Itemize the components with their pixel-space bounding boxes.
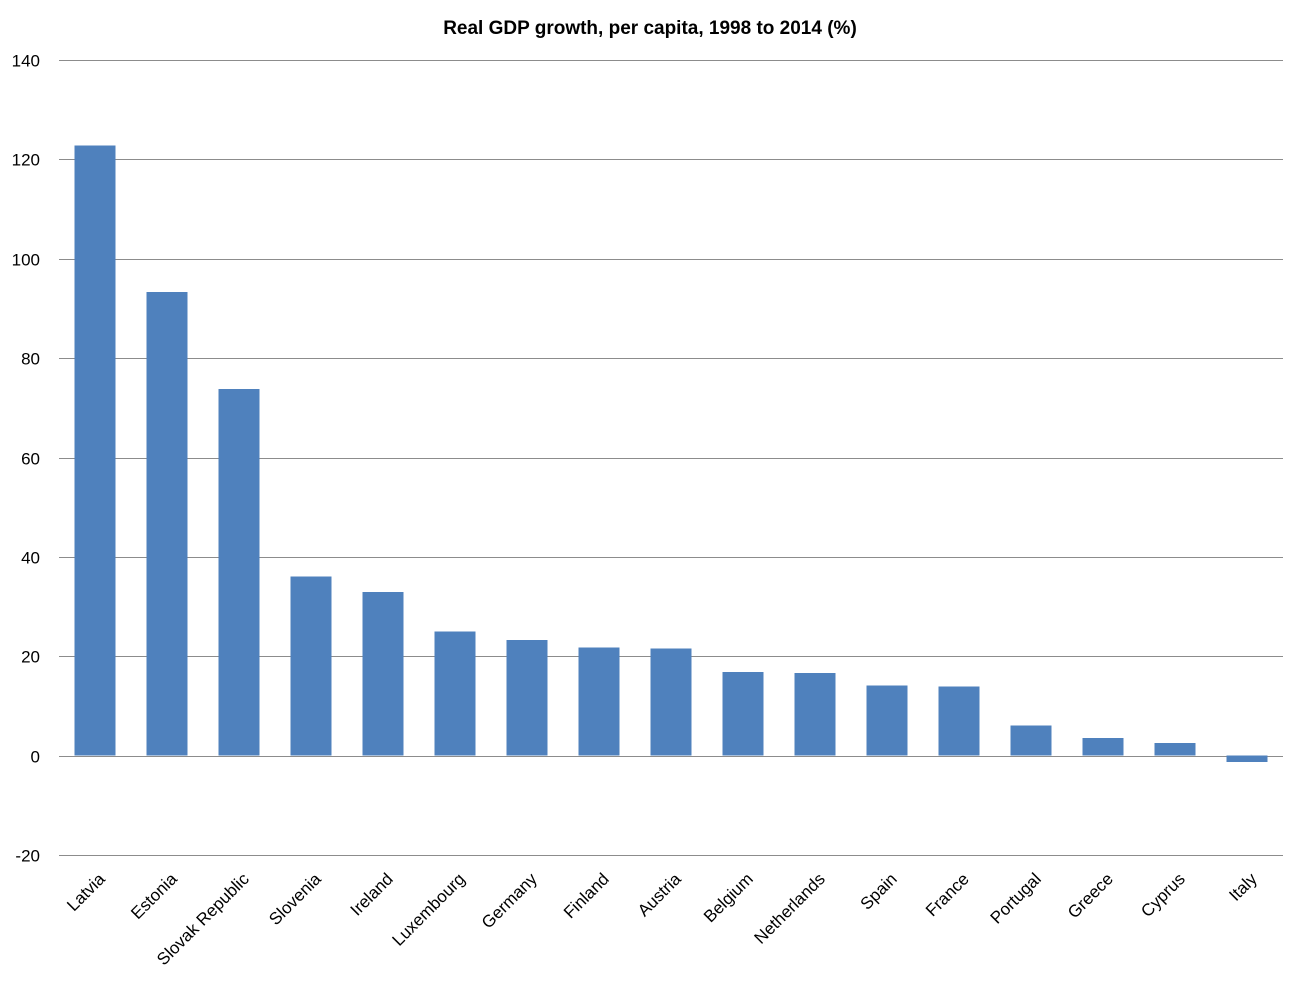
x-category-label: Portugal — [987, 869, 1045, 927]
bar-cyprus — [1154, 743, 1196, 756]
x-category-label: Germany — [478, 869, 541, 932]
bar-latvia — [74, 145, 116, 756]
x-category-label: Luxembourg — [389, 869, 469, 949]
x-category-label: Estonia — [127, 869, 181, 923]
y-tick-label: 60 — [21, 450, 40, 469]
x-category-label: Austria — [634, 869, 685, 920]
x-category-label: Finland — [560, 869, 613, 922]
y-tick-label: 20 — [21, 648, 40, 667]
x-category-label: Belgium — [700, 869, 757, 926]
x-category-label: Spain — [857, 869, 901, 913]
y-tick-label: -20 — [15, 847, 40, 866]
bar-greece — [1082, 738, 1124, 756]
chart-title: Real GDP growth, per capita, 1998 to 201… — [443, 18, 857, 39]
y-tick-label: 120 — [12, 151, 40, 170]
y-axis-tick-labels: 140 120 100 80 60 40 20 0 -20 — [12, 52, 40, 866]
x-category-label: Ireland — [347, 869, 397, 919]
bar-luxembourg — [434, 631, 476, 756]
x-category-label: Latvia — [63, 869, 109, 915]
x-category-label: France — [922, 869, 973, 920]
bar-slovenia — [290, 576, 332, 756]
y-tick-label: 40 — [21, 549, 40, 568]
bar-france — [938, 686, 980, 756]
gridlines — [59, 60, 1283, 856]
y-tick-label: 0 — [31, 748, 40, 767]
bar-austria — [650, 648, 692, 756]
x-category-label: Slovenia — [265, 869, 325, 929]
bar-finland — [578, 647, 620, 756]
y-tick-label: 100 — [12, 251, 40, 270]
bar-ireland — [362, 592, 404, 756]
bar-estonia — [146, 292, 188, 756]
y-tick-label: 80 — [21, 350, 40, 369]
x-category-label: Greece — [1064, 869, 1117, 922]
bars — [74, 145, 1268, 763]
x-category-label: Italy — [1225, 869, 1261, 905]
bar-portugal — [1010, 725, 1052, 756]
bar-belgium — [722, 672, 764, 756]
y-tick-label: 140 — [12, 52, 40, 71]
x-category-label: Cyprus — [1137, 869, 1189, 921]
bar-slovak-republic — [218, 388, 260, 756]
bar-italy — [1226, 755, 1268, 763]
bar-spain — [866, 685, 908, 756]
bar-germany — [506, 639, 548, 756]
x-category-label: Netherlands — [751, 869, 829, 947]
bar-netherlands — [794, 673, 836, 756]
